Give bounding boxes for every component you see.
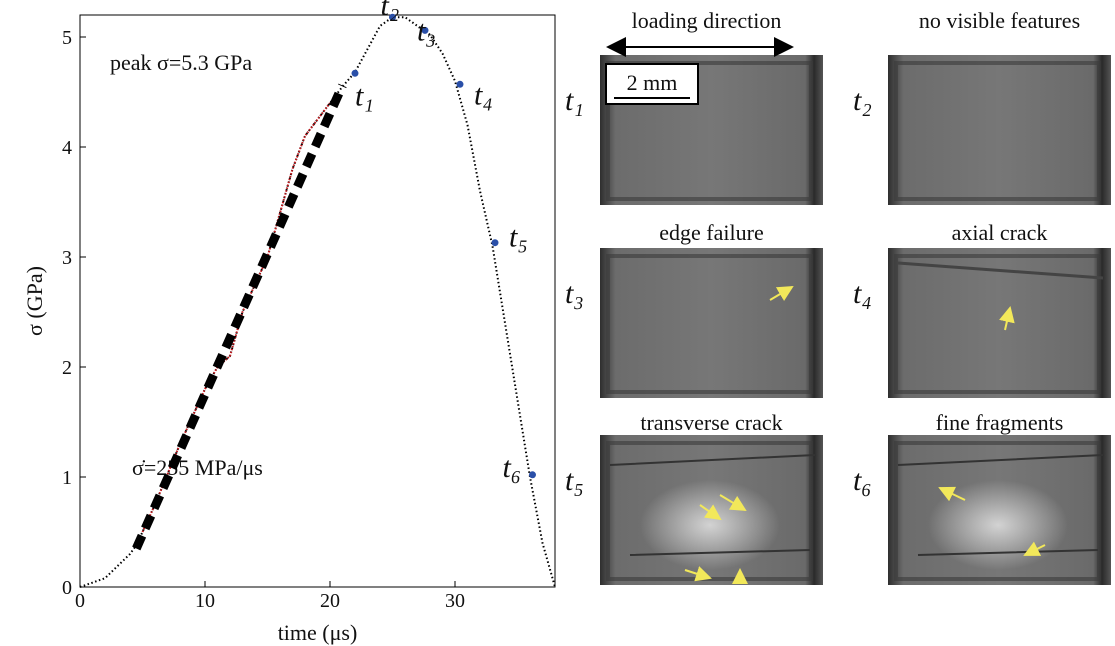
x-axis-label: time (μs) [278,620,358,645]
x-tick-label: 30 [445,590,465,612]
x-tick-label: 20 [320,590,340,612]
panel-label: t₅ [565,464,584,497]
image [600,248,823,398]
panel-title: no visible features [919,8,1080,33]
panel-label: t₁ [565,84,584,117]
annotation: peak σ=5.3 GPa [110,50,252,75]
image-panels: loading direction t₁ no visible features t₂… [565,8,1111,585]
image-feature [928,480,1068,570]
marker-point [529,471,536,478]
panel-title: fine fragments [936,410,1064,435]
scale-bar-label: 2 mm [627,70,678,95]
annotation: σ̇=255 MPa/μs [132,455,263,480]
marker-point [352,70,359,77]
panel-label: t₆ [853,464,872,497]
panel-title: loading direction [632,8,782,33]
figure: 0 10 20 30 0 1 2 3 4 5 time (μs) σ (GPa) peak σ=5.3 … [0,0,1115,646]
y-tick-label: 5 [62,27,72,49]
panel-title: transverse crack [640,410,782,435]
panel-title: axial crack [952,220,1048,245]
y-tick-label: 3 [62,247,72,269]
image-feature [640,480,780,570]
marker-label: t₄ [474,78,493,111]
panel-label: t₄ [853,277,872,310]
marker-label: t₂ [381,0,400,22]
y-tick-label: 2 [62,357,72,379]
y-tick-label: 1 [62,467,72,489]
marker-label: t₁ [355,79,374,112]
y-axis-label: σ (GPa) [22,266,47,336]
marker-label: t₆ [503,451,522,484]
marker-label: t₅ [509,221,528,254]
x-tick-label: 10 [195,590,215,612]
marker-point [457,81,464,88]
chart: 0 10 20 30 0 1 2 3 4 5 time (μs) σ (GPa) peak σ=5.3 … [22,0,555,645]
panel-title: edge failure [659,220,763,245]
x-tick-label: 0 [75,590,85,612]
panel-label: t₂ [853,84,872,117]
image [888,55,1111,205]
y-tick-label: 4 [62,137,72,159]
y-tick-label: 0 [62,577,72,599]
marker-point [492,239,499,246]
marker-label: t₃ [417,14,436,47]
panel-label: t₃ [565,277,584,310]
